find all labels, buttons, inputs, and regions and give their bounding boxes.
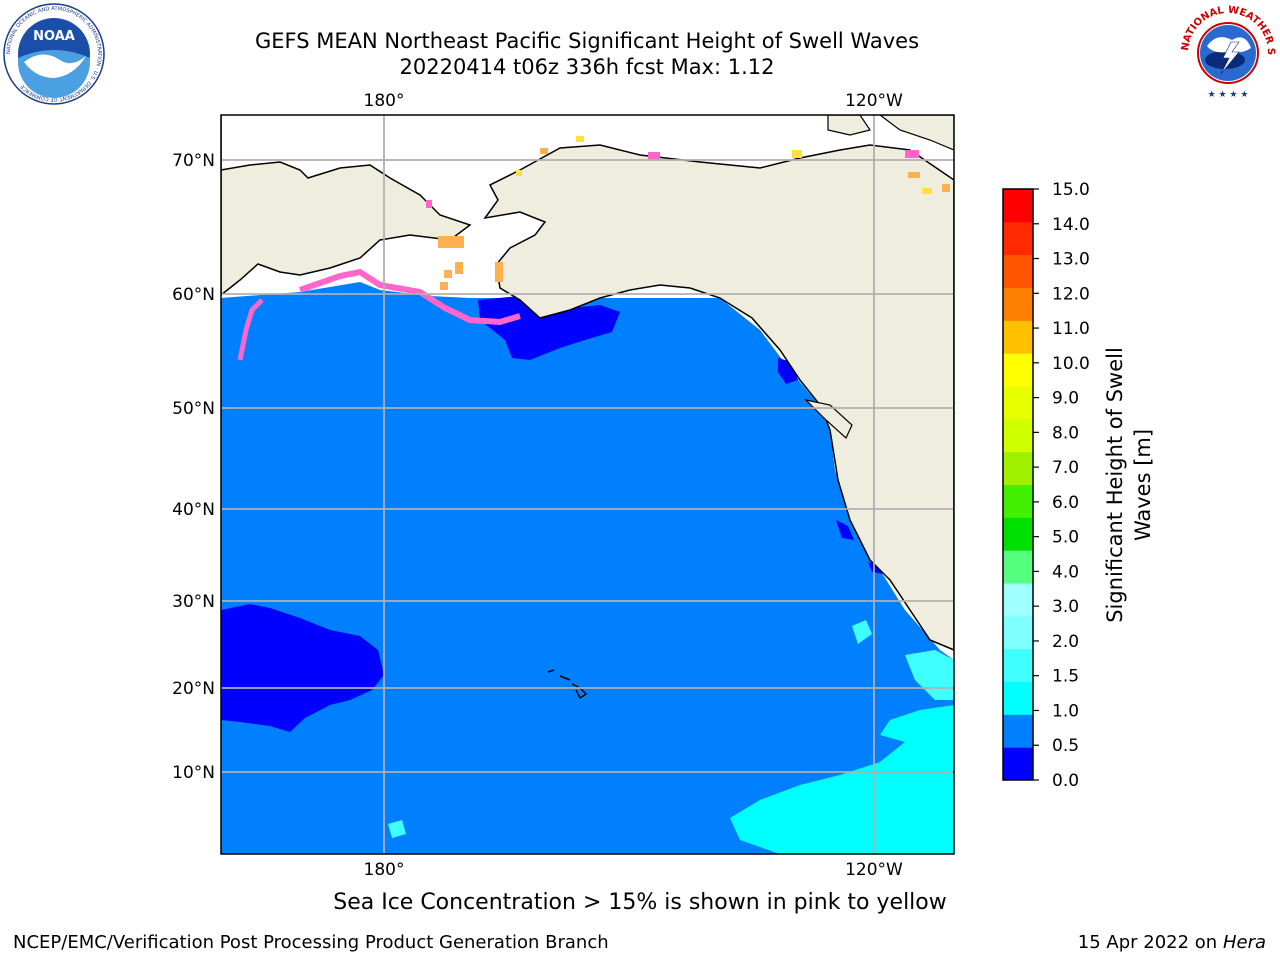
land-vancouver-island: [804, 399, 853, 439]
lat-label-30n: 30°N: [172, 592, 215, 612]
low-swell-patch-bc: [778, 358, 798, 384]
colorbar-bin: [1003, 681, 1033, 715]
colorbar-bin: [1003, 517, 1033, 551]
top-lon-label-180: 180°: [364, 91, 405, 111]
colorbar-bin: [1003, 189, 1033, 223]
colorbar-bin: [1003, 418, 1033, 453]
colorbar-tick-label: 11.0: [1052, 319, 1090, 339]
colorbar-frame: [1002, 188, 1034, 781]
lat-label-70n: 70°N: [172, 151, 215, 171]
colorbar-title-line2: Waves [m]: [1131, 429, 1155, 541]
colorbar-tick-label: 6.0: [1052, 493, 1079, 513]
colorbar-tick-label: 10.0: [1052, 354, 1090, 374]
land-arctic-islands: [827, 115, 954, 151]
sea-ice-fringe: [237, 136, 950, 361]
chart-subtitle: 20220414 t06z 336h fcst Max: 1.12: [399, 55, 775, 79]
colorbar-tick-label: 5.0: [1052, 528, 1079, 548]
colorbar-bin: [1003, 254, 1033, 288]
colorbar-title-line1: Significant Height of Swell: [1103, 347, 1127, 623]
colorbar: 0.0 0.5 1.0 1.5 2.0 3.0 4.0 5.0 6.0 7.0 8.0 9.0 10.0…: [1002, 180, 1090, 791]
top-lon-label-120w: 120°W: [845, 91, 903, 111]
colorbar-tick-label: 9.0: [1052, 389, 1079, 409]
colorbar-tick-label: 7.0: [1052, 458, 1079, 478]
lat-label-10n: 10°N: [172, 763, 215, 783]
footer-date: 15 Apr 2022 on Hera: [1078, 932, 1266, 953]
bottom-lon-label-180: 180°: [364, 860, 405, 880]
lat-label-60n: 60°N: [172, 285, 215, 305]
colorbar-bin: [1003, 550, 1033, 584]
noaa-logo-icon: NOAA NATIONAL OCEANIC AND ATMOSPHERIC AD…: [2, 2, 106, 106]
chart-title: GEFS MEAN Northeast Pacific Significant …: [254, 29, 920, 53]
ocean-swell-field: [221, 282, 954, 854]
low-swell-patch-ca: [836, 520, 884, 574]
colorbar-tick-label: 15.0: [1052, 180, 1090, 200]
colorbar-tick-label: 0.0: [1052, 771, 1079, 791]
nws-logo-icon: NATIONAL WEATHER SERVICE ★ ★ ★ ★: [1177, 2, 1279, 104]
colorbar-tick-label: 14.0: [1052, 215, 1090, 235]
colorbar-bin: [1003, 287, 1033, 321]
colorbar-bin: [1003, 451, 1033, 485]
low-swell-patch-gulf: [478, 296, 620, 360]
lat-label-50n: 50°N: [172, 399, 215, 419]
lat-label-20n: 20°N: [172, 679, 215, 699]
footer-machine: Hera: [1222, 932, 1266, 953]
colorbar-tick-label: 1.0: [1052, 701, 1079, 721]
footer-credit: NCEP/EMC/Verification Post Processing Pr…: [13, 932, 609, 953]
colorbar-bin: [1003, 648, 1033, 682]
colorbar-bin: [1003, 221, 1033, 256]
land-siberia: [221, 115, 472, 296]
colorbar-bin: [1003, 484, 1033, 518]
mid-swell-patch-south: [730, 705, 954, 854]
sea-ice-caption: Sea Ice Concentration > 15% is shown in …: [333, 890, 947, 915]
colorbar-tick-label: 13.0: [1052, 250, 1090, 270]
footer-date-text: 15 Apr 2022 on: [1077, 932, 1223, 953]
colorbar-bin: [1003, 714, 1033, 748]
colorbar-tick-label: 3.0: [1052, 597, 1079, 617]
map-frame: [220, 114, 955, 855]
bottom-lon-label-120w: 120°W: [845, 860, 903, 880]
svg-text:★ ★ ★ ★: ★ ★ ★ ★: [1208, 90, 1249, 100]
colorbar-tick-label: 0.5: [1052, 736, 1079, 756]
colorbar-bin: [1003, 747, 1033, 781]
colorbar-tick-label: 2.0: [1052, 632, 1079, 652]
land-alaska: [483, 144, 954, 651]
colorbar-bin: [1003, 615, 1033, 650]
colorbar-bin: [1003, 353, 1033, 387]
colorbar-bin: [1003, 386, 1033, 420]
gridlines: [221, 115, 954, 854]
low-swell-patch-west: [221, 604, 384, 732]
colorbar-bin: [1003, 583, 1033, 617]
map-area: [221, 115, 954, 854]
colorbar-tick-label: 1.5: [1052, 667, 1079, 687]
colorbar-tick-label: 8.0: [1052, 423, 1079, 443]
lat-label-40n: 40°N: [172, 500, 215, 520]
land-hawaii: [547, 669, 588, 700]
colorbar-tick-label: 4.0: [1052, 562, 1079, 582]
colorbar-tick-label: 12.0: [1052, 284, 1090, 304]
colorbar-bin: [1003, 320, 1033, 354]
svg-text:NOAA: NOAA: [33, 29, 75, 44]
